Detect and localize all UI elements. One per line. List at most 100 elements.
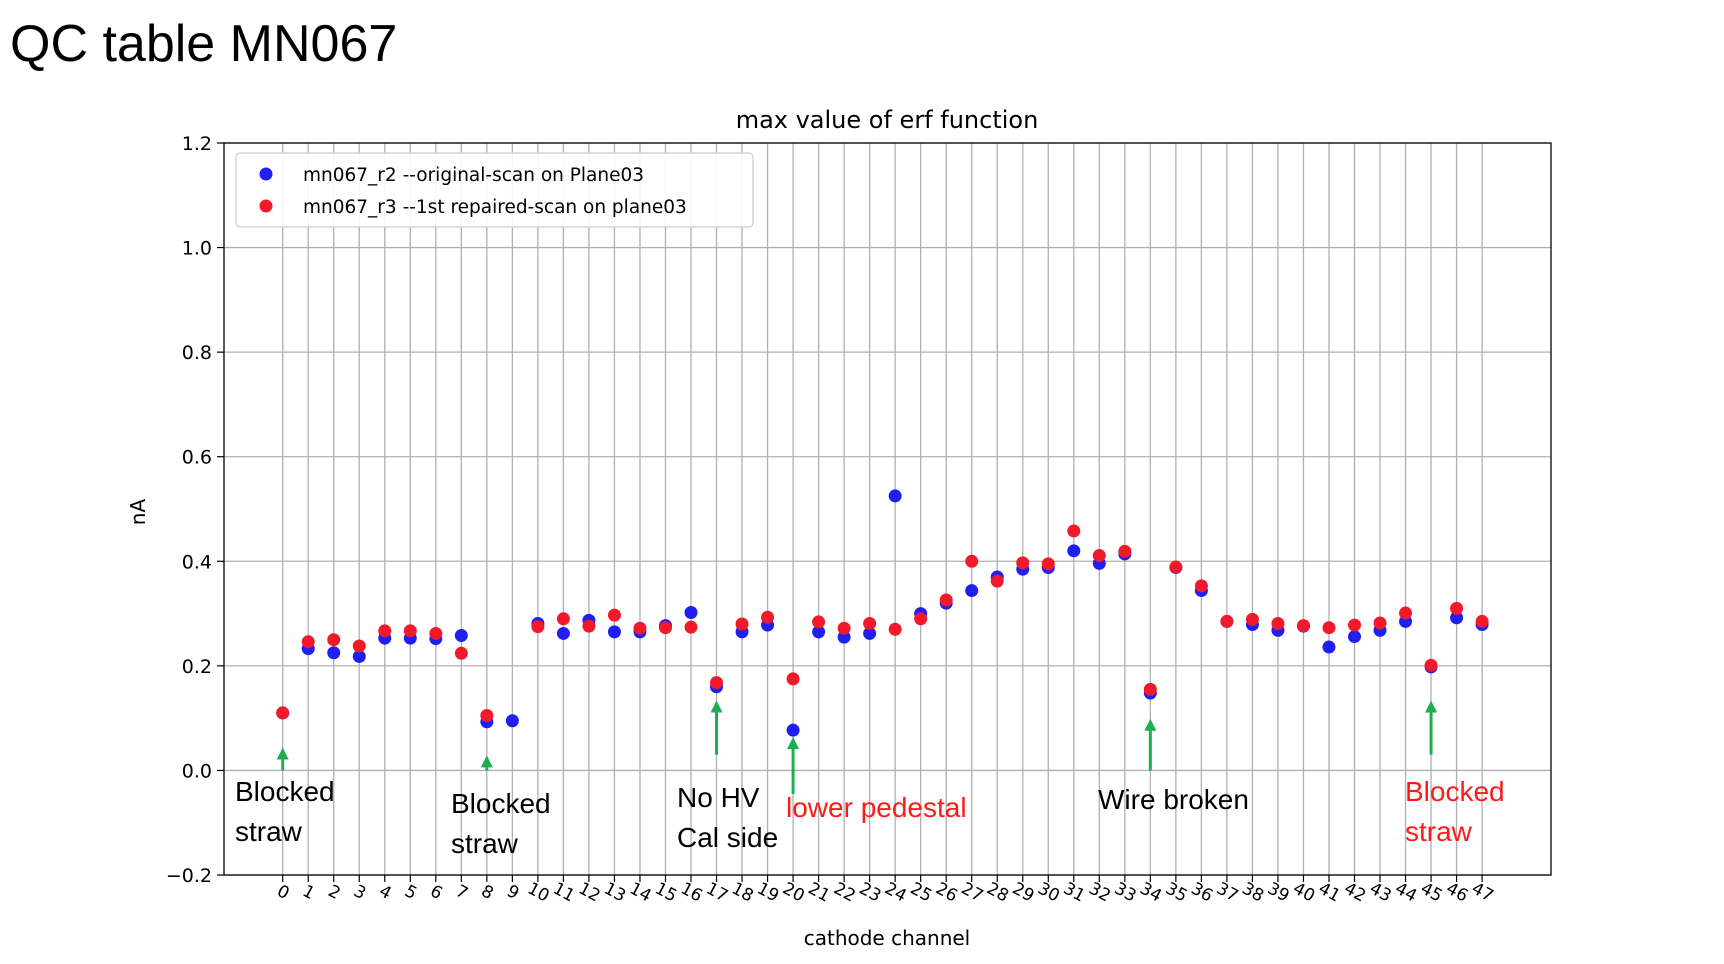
annotation-arrow-head	[1144, 718, 1157, 731]
x-tick-label: 35	[1162, 879, 1190, 907]
x-tick-label: 18	[728, 879, 756, 907]
x-tick-label: 47	[1468, 879, 1496, 907]
x-tick-label: 9	[503, 881, 522, 904]
data-point-series-2	[1118, 544, 1132, 558]
data-point-series-1	[684, 606, 698, 620]
x-tick-label: 19	[754, 879, 782, 907]
legend-box	[235, 152, 754, 228]
data-point-series-2	[710, 676, 724, 690]
data-point-series-2	[607, 608, 621, 622]
x-tick-label: 5	[401, 881, 420, 904]
data-point-series-2	[888, 622, 902, 636]
annotation-line: straw	[451, 828, 518, 859]
data-point-series-1	[837, 630, 851, 644]
data-point-series-2	[1475, 614, 1489, 628]
annotation-arrow-head	[276, 747, 289, 760]
data-point-series-2	[454, 646, 468, 660]
annotation-label: Wire broken	[1098, 780, 1249, 820]
x-tick-label: 46	[1443, 879, 1471, 907]
x-tick-label: 45	[1417, 879, 1445, 907]
data-point-series-2	[301, 635, 315, 649]
data-point-series-2	[1322, 621, 1336, 635]
legend-label: mn067_r3 --1st repaired-scan on plane03	[303, 197, 687, 218]
data-point-series-2	[1169, 560, 1183, 574]
annotation-line: straw	[1405, 816, 1472, 847]
data-point-series-1	[786, 723, 800, 737]
x-tick-label: 42	[1341, 879, 1369, 907]
data-point-series-2	[327, 633, 341, 647]
annotation-line: Cal side	[677, 822, 779, 853]
x-tick-label: 28	[983, 879, 1011, 907]
data-point-series-2	[684, 620, 698, 634]
annotation-arrow-head	[1425, 700, 1438, 713]
annotation-line: Blocked	[451, 788, 551, 819]
data-point-series-1	[888, 489, 902, 503]
plot-frame	[223, 142, 1552, 876]
y-tick-label: 0.0	[182, 760, 212, 782]
data-point-series-2	[429, 626, 443, 640]
y-tick-label: 0.2	[182, 656, 212, 678]
annotation-label: Blocked straw	[1405, 772, 1505, 852]
data-point-series-1	[607, 625, 621, 639]
y-tick-label: 1.2	[182, 133, 212, 155]
data-point-series-1	[352, 649, 366, 663]
data-point-series-2	[1067, 524, 1081, 538]
annotation-label: lower pedestal	[786, 788, 967, 828]
legend-marker	[259, 167, 273, 181]
annotation-line: straw	[235, 816, 302, 847]
x-tick-label: 11	[550, 879, 578, 907]
data-point-series-2	[658, 621, 672, 635]
x-tick-label: 38	[1239, 879, 1267, 907]
data-point-series-2	[531, 620, 545, 634]
x-tick-label: 31	[1060, 879, 1088, 907]
annotation-label: Blocked straw	[451, 784, 551, 864]
data-point-series-2	[1220, 614, 1234, 628]
data-point-series-2	[1271, 617, 1285, 631]
annotation-line: Blocked	[1405, 776, 1505, 807]
data-point-series-2	[1245, 612, 1259, 626]
x-tick-label: 39	[1264, 879, 1292, 907]
data-point-series-2	[352, 639, 366, 653]
y-tick-label: 1.0	[182, 238, 212, 260]
x-tick-label: 21	[805, 879, 833, 907]
data-point-series-2	[812, 615, 826, 629]
y-tick-label: 0.4	[182, 551, 212, 573]
data-point-series-1	[863, 626, 877, 640]
y-tick-label: 0.8	[182, 342, 212, 364]
y-tick-label: 0.6	[182, 447, 212, 469]
data-point-series-2	[1373, 616, 1387, 630]
y-tick-label: −0.2	[166, 865, 212, 887]
x-tick-label: 40	[1290, 879, 1318, 907]
data-point-series-1	[505, 714, 519, 728]
x-tick-label: 8	[478, 881, 497, 904]
data-point-series-2	[1041, 557, 1055, 571]
slide-title: QC table MN067	[10, 15, 398, 73]
data-point-series-1	[454, 629, 468, 643]
x-tick-label: 22	[830, 879, 858, 907]
x-tick-label: 12	[575, 879, 603, 907]
x-tick-label: 14	[626, 879, 654, 907]
data-point-series-2	[1399, 606, 1413, 620]
x-tick-label: 7	[452, 881, 471, 904]
x-tick-label: 0	[274, 881, 293, 904]
annotation-label: Blocked straw	[235, 772, 335, 852]
data-point-series-2	[939, 593, 953, 607]
data-point-series-2	[965, 554, 979, 568]
data-point-series-2	[735, 617, 749, 631]
annotation-arrow-head	[787, 737, 800, 750]
x-tick-label: 23	[856, 879, 884, 907]
x-tick-label: 16	[677, 879, 705, 907]
data-point-series-2	[633, 621, 647, 635]
x-tick-label: 13	[601, 879, 629, 907]
x-tick-label: 26	[932, 879, 960, 907]
x-tick-label: 27	[958, 879, 986, 907]
annotation-line: lower pedestal	[786, 792, 967, 823]
x-tick-label: 44	[1392, 879, 1420, 907]
annotation-arrows	[276, 700, 1438, 794]
data-point-series-2	[378, 624, 392, 638]
x-tick-label: 3	[350, 881, 369, 904]
data-points	[276, 489, 1489, 737]
x-tick-label: 17	[703, 879, 731, 907]
annotation-arrow-head	[710, 700, 723, 713]
